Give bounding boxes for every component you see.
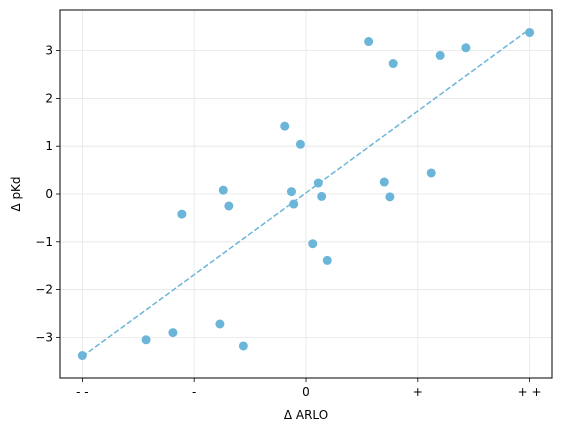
y-tick-label: 1 <box>45 139 53 153</box>
y-axis-ticks: −3 −2 −1 0 1 2 3 <box>35 44 60 344</box>
scatter-point <box>313 178 323 188</box>
scatter-point <box>141 335 151 345</box>
y-tick-label: −1 <box>35 235 53 249</box>
x-tick-label: - - <box>76 385 88 399</box>
x-tick-label: + + <box>518 385 542 399</box>
scatter-point <box>317 191 327 201</box>
y-axis-label: Δ pKd <box>9 176 23 211</box>
scatter-point <box>215 319 225 329</box>
scatter-point <box>177 209 187 219</box>
scatter-point <box>426 168 436 178</box>
scatter-point <box>322 255 332 265</box>
scatter-point <box>435 50 445 60</box>
scatter-point <box>308 239 318 249</box>
scatter-point <box>77 351 87 361</box>
scatter-point <box>289 199 299 209</box>
scatter-point <box>379 177 389 187</box>
fit-line-layer <box>81 28 531 358</box>
scatter-point <box>280 121 290 131</box>
scatter-point <box>168 328 178 338</box>
scatter-point <box>525 27 535 37</box>
scatter-point <box>286 187 296 197</box>
y-tick-label: 2 <box>45 91 53 105</box>
x-axis-ticks: - - - 0 + + + <box>76 378 542 399</box>
scatter-point <box>238 341 248 351</box>
scatter-point <box>295 139 305 149</box>
scatter-point <box>218 185 228 195</box>
scatter-point <box>385 192 395 202</box>
x-tick-label: - <box>192 385 196 399</box>
scatter-point <box>461 43 471 53</box>
x-tick-label: 0 <box>302 385 310 399</box>
y-tick-label: −3 <box>35 330 53 344</box>
scatter-point <box>388 59 398 69</box>
y-tick-label: −2 <box>35 283 53 297</box>
x-tick-label: + <box>413 385 423 399</box>
fit-line <box>81 28 531 358</box>
x-axis-label: Δ ARLO <box>284 408 328 422</box>
y-tick-label: 0 <box>45 187 53 201</box>
y-tick-label: 3 <box>45 44 53 58</box>
scatter-point <box>224 201 234 211</box>
points-layer <box>77 27 535 361</box>
grid <box>60 10 552 378</box>
scatter-point <box>364 37 374 47</box>
